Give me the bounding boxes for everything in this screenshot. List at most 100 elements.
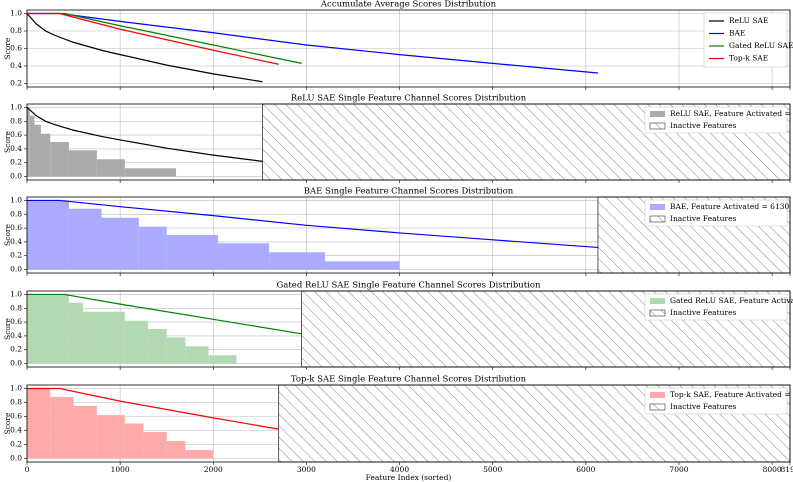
y-tick-label: 0.0 [10,454,22,463]
legend-label: Inactive Features [670,402,737,411]
step-bar [27,388,51,459]
legend-label: Inactive Features [670,214,737,223]
y-tick-label: 0.2 [10,440,22,449]
x-tick-label: 7000 [669,465,688,474]
y-tick-label: 0.6 [10,130,22,139]
y-tick-label: 0.6 [10,223,22,232]
x-tick-label: 2000 [204,465,223,474]
score-line [27,293,302,335]
y-tick-label: 0.6 [10,412,22,421]
step-bar [148,329,167,364]
panel-title: Accumulate Average Scores Distribution [320,0,497,10]
y-tick-label: 0.4 [10,237,22,246]
y-tick-label: 0.6 [10,317,22,326]
step-bar [34,124,41,177]
legend-label: Inactive Features [670,308,737,317]
step-bar [124,320,149,364]
y-tick-label: 1.0 [10,9,22,18]
series-line [27,12,279,65]
y-tick-label: 0.8 [10,26,22,35]
step-bar [325,261,400,270]
legend-swatch [650,111,665,117]
y-tick-label: 1.0 [10,102,22,111]
plot-frame [26,9,791,88]
x-axis-label: Feature Index (sorted) [366,473,452,482]
step-bar [208,355,237,364]
panel-title: BAE Single Feature Channel Scores Distri… [304,187,514,197]
step-bar [68,302,83,364]
legend-swatch [649,122,666,130]
legend-label: ReLU SAE, Feature Activated = 2528 [670,109,793,118]
step-bar [27,200,69,270]
y-tick-label: 1.0 [10,384,22,393]
plot-frame [26,384,791,463]
legend-box [644,199,788,227]
y-tick-label: 0.4 [10,61,22,70]
panel-title: Gated ReLU SAE Single Feature Channel Sc… [277,281,541,291]
step-bar [50,396,74,459]
y-axis-label: Score [3,318,12,340]
score-line [27,199,598,249]
step-bar [27,107,30,177]
legend-label: Inactive Features [670,121,737,130]
y-tick-label: 0.0 [10,359,22,368]
panel-title: ReLU SAE Single Feature Channel Scores D… [291,94,527,104]
step-bar [138,226,167,270]
x-tick-label: 6000 [576,465,595,474]
legend-swatch [649,403,666,411]
step-bar [96,159,125,177]
step-bar [124,168,177,177]
step-bar [96,415,125,459]
legend-box [703,12,788,68]
y-tick-label: 0.2 [10,345,22,354]
step-bar [185,450,214,459]
y-tick-label: 0.8 [10,398,22,407]
score-line [26,107,263,162]
plot-frame [26,103,791,181]
y-tick-label: 0.4 [10,144,22,153]
y-tick-label: 0.6 [10,44,22,53]
y-tick-label: 0.0 [10,172,22,181]
x-tick-label: 3000 [297,465,316,474]
x-tick-label: 8192 [780,465,793,474]
legend-swatch [650,392,665,398]
legend-label: BAE [729,29,745,38]
legend-label: Gated ReLU SAE, Feature Activated = 2948 [670,296,793,305]
step-bar [50,142,69,177]
series-line [27,12,599,74]
plot-frame [26,290,791,368]
step-bar [166,441,186,459]
y-axis-label: Score [3,37,12,59]
x-tick-label: 1000 [111,465,130,474]
x-tick-label: 5000 [483,465,502,474]
step-bar [124,423,144,459]
legend-swatch [650,298,665,304]
legend-box [644,106,788,134]
step-bar [166,235,218,270]
step-bar [27,294,69,364]
step-bar [101,217,139,270]
score-line [27,387,279,430]
y-tick-label: 0.2 [10,158,22,167]
step-bar [185,346,209,364]
legend-label: Gated ReLU SAE [729,41,793,50]
y-tick-label: 0.8 [10,303,22,312]
legend-swatch [649,309,666,317]
step-bar [73,406,97,459]
step-bar [29,115,35,177]
x-tick-label: 0 [25,465,30,474]
y-tick-label: 1.0 [10,195,22,204]
y-tick-label: 0.0 [10,265,22,274]
step-bar [68,208,102,270]
step-bar [40,133,51,177]
legend-box [644,387,788,415]
y-axis-label: Score [3,224,12,246]
y-tick-label: 0.4 [10,426,22,435]
plot-frame [26,196,791,274]
legend-label: Top-k SAE, Feature Activated = 2702 [670,390,793,399]
x-tick-label: 4000 [390,465,409,474]
y-axis-label: Score [3,131,12,153]
y-axis-label: Score [3,412,12,434]
series-line [26,13,263,83]
step-bar [68,150,97,177]
